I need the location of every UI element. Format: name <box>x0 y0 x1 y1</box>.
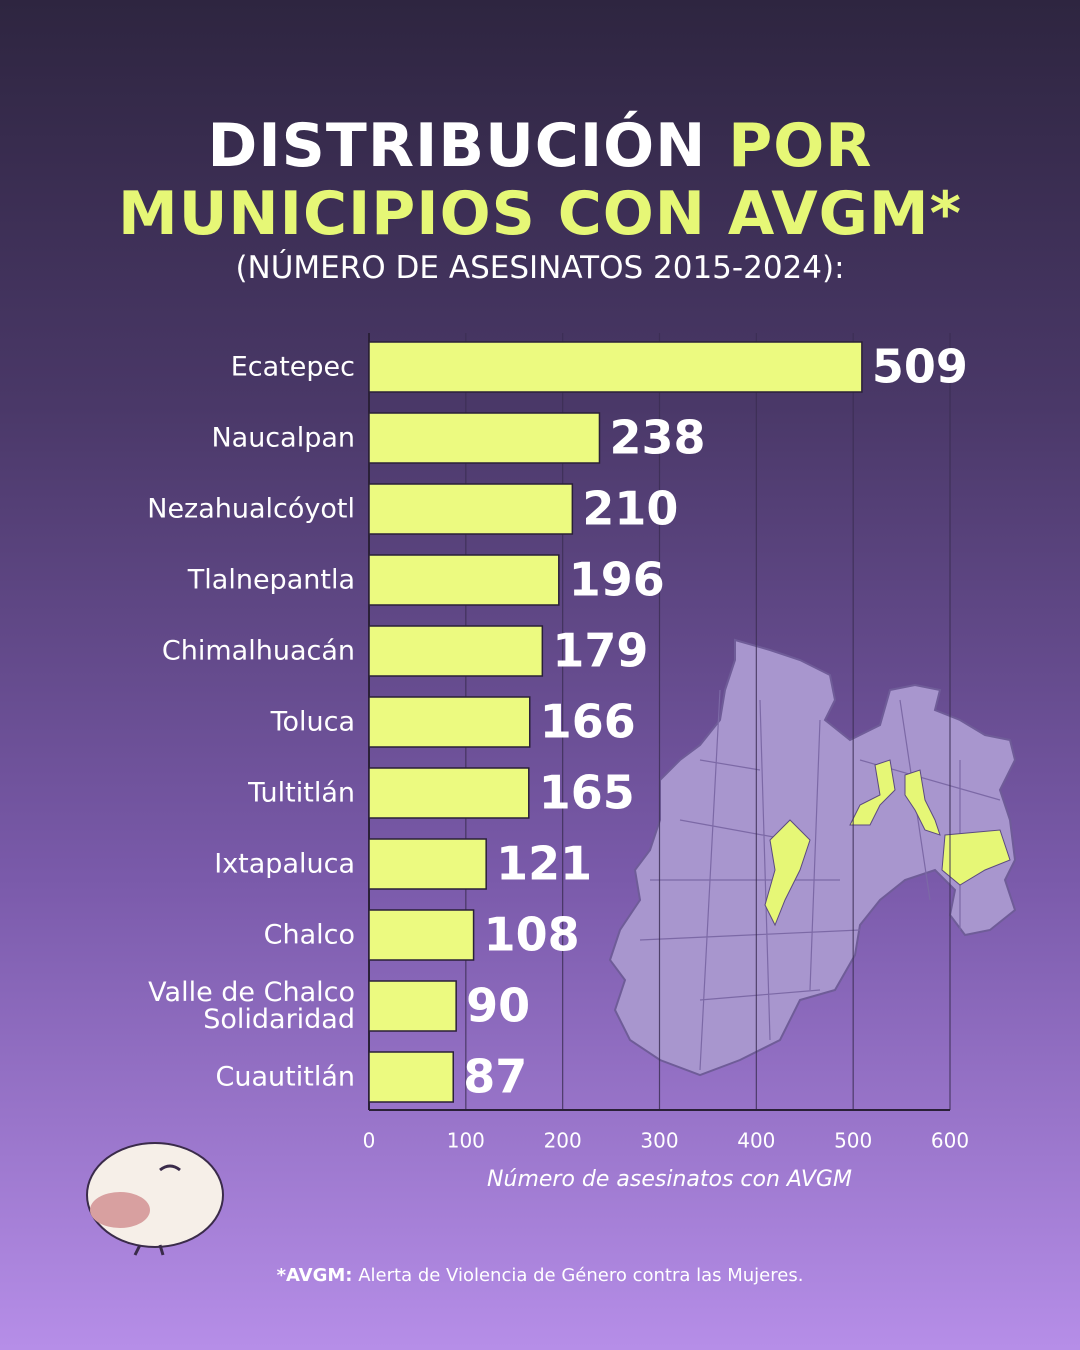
value-label: 166 <box>540 695 636 749</box>
x-tick-label: 200 <box>544 1129 582 1153</box>
value-label: 238 <box>609 411 705 465</box>
bar <box>368 554 560 606</box>
value-label: 108 <box>484 908 580 962</box>
footnote: *AVGM: Alerta de Violencia de Género con… <box>0 1265 1080 1286</box>
y-tick-label: Nezahualcóyotl <box>147 493 355 525</box>
x-tick-label: 300 <box>640 1129 678 1153</box>
value-label: 121 <box>496 837 592 891</box>
bar <box>368 483 574 535</box>
value-label: 165 <box>539 766 635 820</box>
value-label: 509 <box>872 340 968 394</box>
footnote-term: *AVGM: <box>276 1265 353 1286</box>
map <box>608 638 1017 1077</box>
value-label: 179 <box>552 624 648 678</box>
value-label: 90 <box>466 979 530 1033</box>
y-tick-label: Chalco <box>263 919 355 951</box>
y-tick-label: Chimalhuacán <box>161 635 355 667</box>
title-part: DISTRIBUCIÓN <box>207 111 707 181</box>
bar <box>368 909 475 961</box>
x-tick-label: 100 <box>447 1129 485 1153</box>
y-tick-label: Valle de Chalco Solidaridad <box>148 977 355 1035</box>
x-tick-label: 0 <box>363 1129 376 1153</box>
bar <box>368 838 487 890</box>
bar <box>368 980 457 1032</box>
chart-subtitle: (NÚMERO DE ASESINATOS 2015-2024): <box>235 250 845 286</box>
y-tick-label: Cuautitlán <box>215 1061 355 1093</box>
bar <box>368 696 531 748</box>
y-tick-label: Tlalnepantla <box>187 564 355 596</box>
bar <box>368 341 863 393</box>
bird-illustration <box>86 1142 224 1256</box>
y-tick-label: Tultitlán <box>248 777 355 809</box>
title-part: MUNICIPIOS CON AVGM* <box>117 179 962 249</box>
footnote-text: Alerta de Violencia de Género contra las… <box>358 1265 804 1286</box>
y-tick-label: Toluca <box>270 706 355 738</box>
bar <box>368 767 530 819</box>
x-tick-label: 600 <box>931 1129 969 1153</box>
y-tick-label: Ixtapaluca <box>214 848 355 880</box>
bar <box>368 412 601 464</box>
y-tick-label: Naucalpan <box>211 422 355 454</box>
chart-title: DISTRIBUCIÓN POR MUNICIPIOS CON AVGM* <box>0 112 1080 248</box>
y-tick-label: Ecatepec <box>230 351 355 383</box>
value-label: 87 <box>463 1050 527 1104</box>
value-label: 210 <box>582 482 678 536</box>
bar <box>368 625 544 677</box>
title-part: POR <box>728 111 873 181</box>
x-axis-label: Número de asesinatos con AVGM <box>487 1167 852 1192</box>
bar <box>368 1051 454 1103</box>
x-tick-label: 400 <box>737 1129 775 1153</box>
x-tick-label: 500 <box>834 1129 872 1153</box>
value-label: 196 <box>569 553 665 607</box>
